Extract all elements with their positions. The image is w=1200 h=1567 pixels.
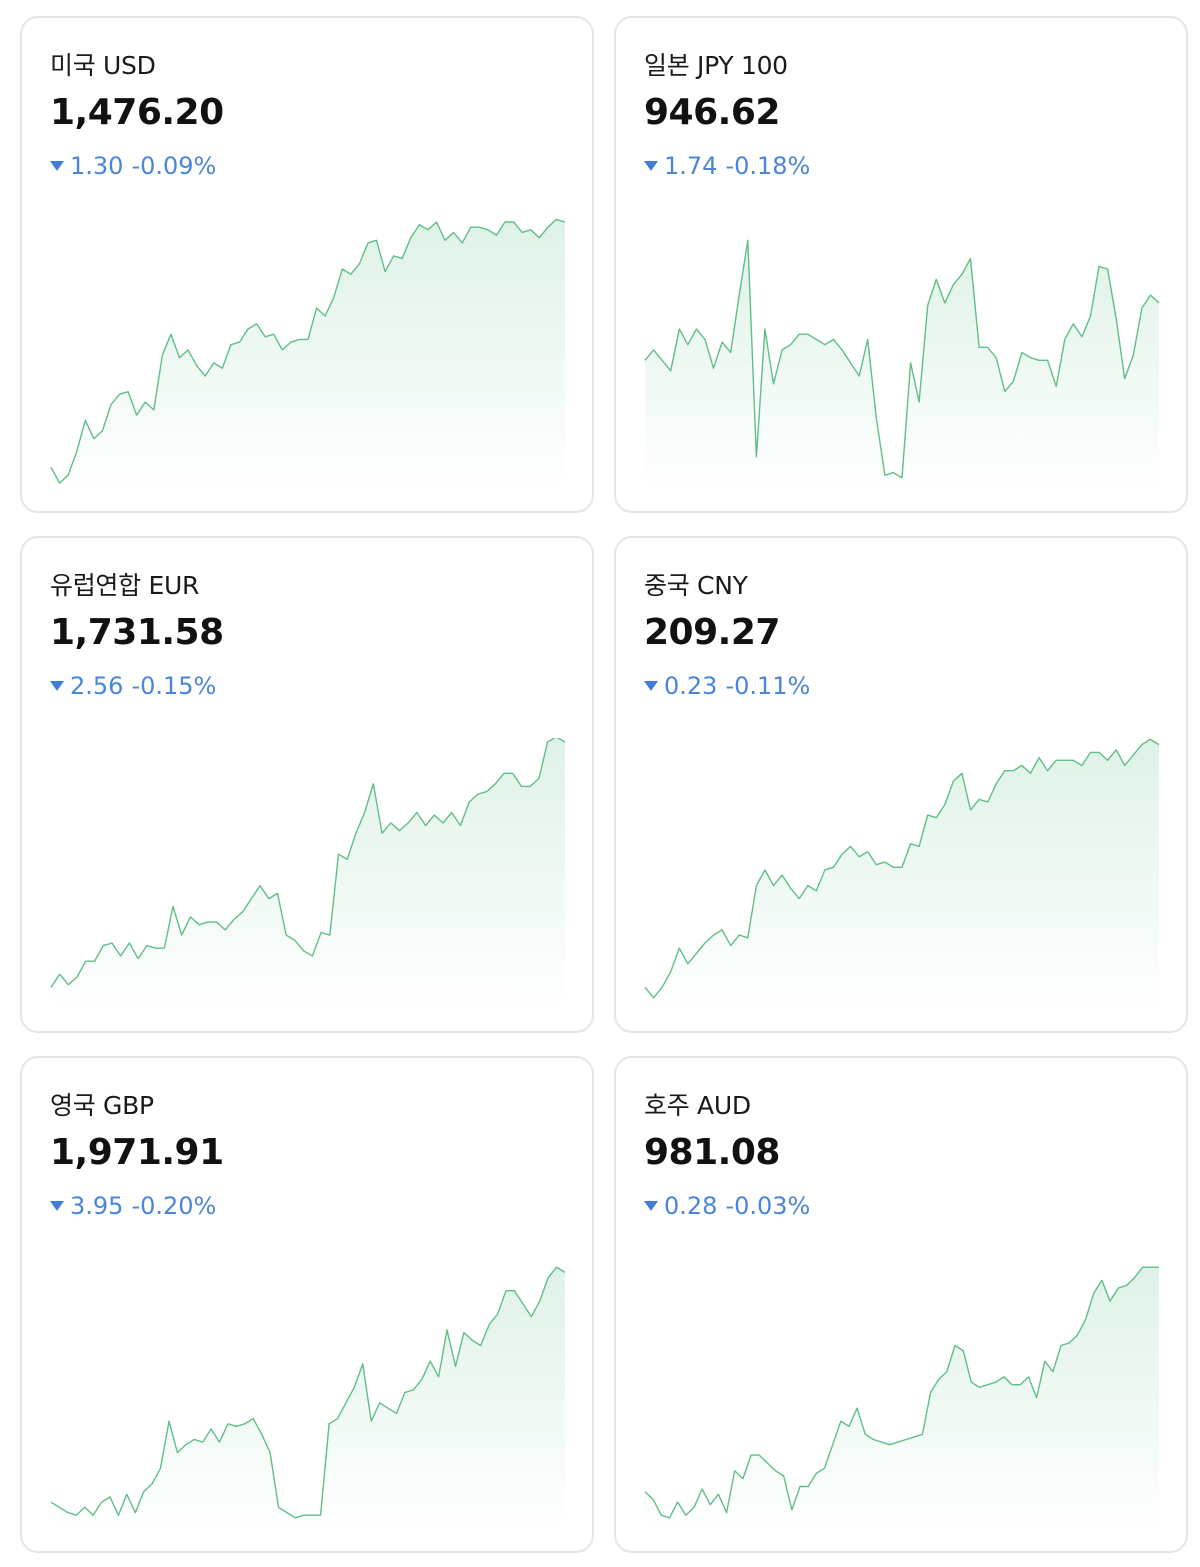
exchange-rate: 1,971.91 bbox=[50, 1132, 224, 1173]
down-arrow-icon bbox=[644, 1201, 658, 1211]
sparkline-chart bbox=[644, 1266, 1159, 1533]
change-row: 0.23 -0.11% bbox=[644, 672, 810, 700]
currency-name: 일본 JPY 100 bbox=[644, 51, 788, 80]
sparkline-line bbox=[644, 1266, 1159, 1519]
sparkline-area bbox=[645, 1267, 1159, 1533]
sparkline-area bbox=[51, 1267, 565, 1533]
sparkline-area bbox=[645, 739, 1159, 1013]
change-percent: -0.11% bbox=[725, 672, 811, 700]
sparkline-line bbox=[644, 738, 1160, 999]
sparkline-area bbox=[51, 738, 565, 1013]
down-arrow-icon bbox=[50, 1201, 64, 1211]
change-percent: -0.15% bbox=[131, 672, 217, 700]
change-row: 0.28 -0.03% bbox=[644, 1192, 810, 1220]
change-percent: -0.20% bbox=[131, 1192, 217, 1220]
currency-name: 중국 CNY bbox=[644, 571, 748, 600]
change-amount: 0.23 bbox=[664, 672, 718, 700]
change-percent: -0.03% bbox=[725, 1192, 811, 1220]
down-arrow-icon bbox=[50, 161, 64, 171]
card-eur[interactable]: 유럽연합 EUR 1,731.58 2.56 -0.15% bbox=[20, 536, 594, 1033]
currency-name: 호주 AUD bbox=[644, 1091, 751, 1120]
exchange-rate: 1,476.20 bbox=[50, 92, 224, 133]
exchange-rate: 946.62 bbox=[644, 92, 780, 133]
card-cny[interactable]: 중국 CNY 209.27 0.23 -0.11% bbox=[614, 536, 1188, 1033]
currency-name: 유럽연합 EUR bbox=[50, 571, 200, 600]
sparkline-chart bbox=[644, 239, 1160, 493]
down-arrow-icon bbox=[50, 681, 64, 691]
sparkline-area bbox=[645, 240, 1159, 493]
change-row: 2.56 -0.15% bbox=[50, 672, 216, 700]
card-usd[interactable]: 미국 USD 1,476.20 1.30 -0.09% bbox=[20, 16, 594, 513]
exchange-rate: 981.08 bbox=[644, 1132, 780, 1173]
sparkline-chart bbox=[644, 738, 1160, 1013]
change-percent: -0.18% bbox=[725, 152, 811, 180]
change-row: 1.30 -0.09% bbox=[50, 152, 216, 180]
change-amount: 2.56 bbox=[70, 672, 124, 700]
sparkline-line bbox=[50, 1266, 566, 1519]
card-gbp[interactable]: 영국 GBP 1,971.91 3.95 -0.20% bbox=[20, 1056, 594, 1553]
down-arrow-icon bbox=[644, 161, 658, 171]
change-amount: 0.28 bbox=[664, 1192, 718, 1220]
sparkline-chart bbox=[50, 1266, 566, 1533]
sparkline-area bbox=[51, 219, 565, 493]
currency-name: 미국 USD bbox=[50, 51, 156, 80]
exchange-rate: 209.27 bbox=[644, 612, 780, 653]
currency-name: 영국 GBP bbox=[50, 1091, 154, 1120]
change-percent: -0.09% bbox=[131, 152, 217, 180]
sparkline-chart bbox=[50, 218, 566, 493]
change-row: 3.95 -0.20% bbox=[50, 1192, 216, 1220]
change-row: 1.74 -0.18% bbox=[644, 152, 810, 180]
sparkline-chart bbox=[50, 738, 566, 1013]
down-arrow-icon bbox=[644, 681, 658, 691]
sparkline-line bbox=[644, 239, 1160, 479]
change-amount: 1.30 bbox=[70, 152, 124, 180]
card-jpy[interactable]: 일본 JPY 100 946.62 1.74 -0.18% bbox=[614, 16, 1188, 513]
sparkline-line bbox=[50, 218, 566, 484]
exchange-rate: 1,731.58 bbox=[50, 612, 224, 653]
change-amount: 1.74 bbox=[664, 152, 718, 180]
card-aud[interactable]: 호주 AUD 981.08 0.28 -0.03% bbox=[614, 1056, 1188, 1553]
change-amount: 3.95 bbox=[70, 1192, 124, 1220]
sparkline-line bbox=[50, 738, 566, 988]
